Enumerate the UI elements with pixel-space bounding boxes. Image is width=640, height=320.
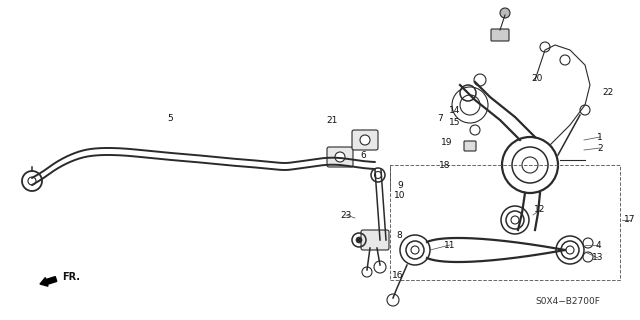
Text: 7: 7: [437, 114, 443, 123]
FancyBboxPatch shape: [361, 230, 389, 250]
Text: 16: 16: [392, 270, 404, 279]
Text: 10: 10: [394, 191, 406, 201]
Text: 23: 23: [340, 211, 352, 220]
Text: 20: 20: [531, 74, 543, 83]
Circle shape: [500, 8, 510, 18]
Text: 9: 9: [397, 180, 403, 189]
Text: 1: 1: [597, 132, 603, 141]
Bar: [390, 165, 620, 280]
Text: 11: 11: [444, 241, 456, 250]
Text: 19: 19: [441, 138, 452, 147]
Text: 6: 6: [360, 150, 366, 159]
FancyBboxPatch shape: [491, 29, 509, 41]
Text: FR.: FR.: [62, 272, 80, 282]
Text: 12: 12: [534, 205, 546, 214]
Text: 4: 4: [595, 241, 601, 250]
FancyBboxPatch shape: [464, 141, 476, 151]
Text: 5: 5: [167, 114, 173, 123]
Text: 22: 22: [602, 87, 614, 97]
FancyBboxPatch shape: [327, 147, 353, 167]
Text: 21: 21: [326, 116, 338, 124]
Text: 15: 15: [449, 117, 461, 126]
Text: 2: 2: [597, 143, 603, 153]
Text: S0X4−B2700F: S0X4−B2700F: [535, 298, 600, 307]
Text: 18: 18: [439, 161, 451, 170]
Circle shape: [356, 237, 362, 243]
FancyBboxPatch shape: [352, 130, 378, 150]
Text: 17: 17: [624, 215, 636, 225]
FancyArrow shape: [40, 276, 57, 286]
Circle shape: [360, 135, 370, 145]
Text: 13: 13: [592, 253, 604, 262]
Text: 14: 14: [449, 106, 461, 115]
Circle shape: [335, 152, 345, 162]
Text: 8: 8: [396, 230, 402, 239]
